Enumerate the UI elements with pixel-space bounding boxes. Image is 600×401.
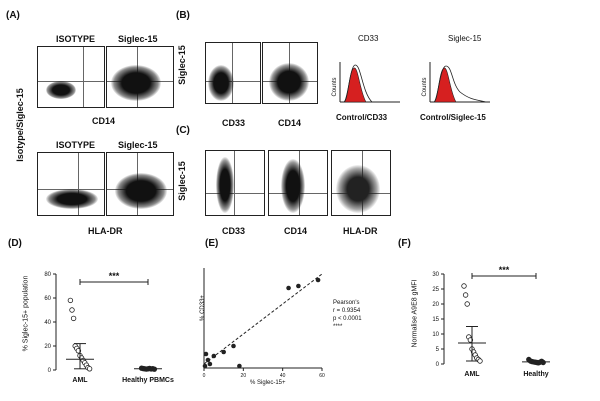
data-point bbox=[207, 361, 213, 367]
facs-plot-c3 bbox=[331, 150, 391, 216]
chart-d-svg: 0 20 40 60 80 AML Healthy PBMCs *** bbox=[44, 271, 174, 384]
facs-plot-c1 bbox=[205, 150, 265, 216]
significance-label: *** bbox=[499, 265, 510, 275]
chart-e-annotation-3: p < 0.0001 bbox=[333, 316, 362, 322]
data-point bbox=[477, 358, 483, 364]
panel-a-isotype-label-2: ISOTYPE bbox=[56, 140, 96, 150]
facs-plot-c2 bbox=[268, 150, 328, 216]
x-tick-label-0: 0 bbox=[203, 373, 206, 379]
facs-plot-a1 bbox=[37, 46, 105, 108]
facs-plot-a2 bbox=[106, 46, 174, 108]
data-point bbox=[211, 353, 217, 359]
panel-b-cd14-label: CD14 bbox=[278, 118, 302, 128]
y-tick-label-1: 5 bbox=[436, 347, 440, 353]
data-point bbox=[202, 363, 208, 369]
chart-e-svg: 0 20 40 60 bbox=[202, 268, 325, 379]
data-point bbox=[464, 301, 470, 307]
y-tick-label-2: 40 bbox=[44, 320, 51, 326]
panel-c-y-axis-label: Siglec-15 bbox=[177, 161, 187, 201]
histogram-siglec bbox=[429, 62, 490, 103]
x-tick-label-2: 40 bbox=[280, 373, 286, 379]
panel-a-hladr-label: HLA-DR bbox=[88, 226, 123, 236]
panel-a-cd14-label: CD14 bbox=[92, 116, 116, 126]
panel-b-y-axis-label: Siglec-15 bbox=[177, 45, 187, 85]
x-tick-label-1: 20 bbox=[241, 373, 247, 379]
histogram-cd33 bbox=[339, 62, 400, 103]
panel-b-label: (B) bbox=[176, 10, 190, 21]
hist-ylabel-1: Counts bbox=[332, 77, 338, 97]
facs-plot-b1 bbox=[205, 42, 261, 104]
data-point bbox=[69, 307, 75, 313]
category-label-1: Healthy bbox=[523, 371, 548, 378]
hist-xlabel-siglec: Control/Siglec-15 bbox=[420, 113, 486, 122]
facs-plot-b2 bbox=[262, 42, 318, 104]
y-tick-label-6: 30 bbox=[432, 272, 439, 278]
hist-xlabel-cd33: Control/CD33 bbox=[336, 113, 388, 122]
panel-c-label: (C) bbox=[176, 125, 190, 136]
facs-plot-a4 bbox=[106, 152, 174, 216]
category-label-1: Healthy PBMCs bbox=[122, 377, 174, 384]
panel-e-label: (E) bbox=[205, 238, 219, 249]
data-point bbox=[231, 343, 236, 349]
panel-a-siglec-label: Siglec-15 bbox=[118, 34, 158, 44]
y-tick-label-3: 15 bbox=[432, 317, 439, 323]
data-point bbox=[461, 283, 467, 289]
data-point bbox=[67, 297, 74, 304]
panel-b-cd33-label: CD33 bbox=[222, 118, 246, 128]
x-tick-label-3: 60 bbox=[319, 373, 325, 379]
panel-a-label: (A) bbox=[6, 10, 20, 21]
category-label-0: AML bbox=[72, 377, 88, 384]
data-point bbox=[315, 277, 321, 283]
panel-c-hladr-label: HLA-DR bbox=[343, 226, 378, 236]
chart-f-svg: 0 5 10 15 20 25 30 AML Healthy *** bbox=[432, 265, 550, 378]
data-point bbox=[462, 292, 469, 298]
y-tick-label-0: 0 bbox=[48, 368, 52, 374]
hist-title-cd33: CD33 bbox=[358, 34, 379, 43]
y-tick-label-2: 10 bbox=[432, 332, 439, 338]
chart-e-annotation-4: **** bbox=[333, 324, 343, 330]
chart-e-annotation-1: Pearson's bbox=[333, 300, 360, 306]
panel-c-cd14-label: CD14 bbox=[284, 226, 308, 236]
y-tick-label-5: 25 bbox=[432, 287, 439, 293]
significance-label: *** bbox=[109, 271, 120, 281]
chart-d-ylabel: % Siglec-15+ population bbox=[22, 275, 30, 352]
y-tick-label-0: 0 bbox=[436, 362, 440, 368]
data-point bbox=[221, 349, 226, 355]
y-tick-label-1: 20 bbox=[44, 344, 51, 350]
category-label-0: AML bbox=[464, 371, 480, 378]
data-point bbox=[70, 315, 77, 322]
data-point bbox=[296, 283, 301, 289]
panel-a-y-axis-label: Isotype/Siglec-15 bbox=[15, 88, 25, 162]
hist-title-siglec: Siglec-15 bbox=[448, 34, 482, 43]
y-tick-label-4: 80 bbox=[44, 272, 51, 278]
data-point bbox=[237, 363, 242, 369]
panel-a-siglec-label-2: Siglec-15 bbox=[118, 140, 158, 150]
data-point bbox=[286, 285, 291, 291]
data-point bbox=[86, 366, 93, 372]
regression-line bbox=[203, 273, 323, 365]
panel-a-isotype-label: ISOTYPE bbox=[56, 34, 96, 44]
facs-plot-a3 bbox=[37, 152, 105, 216]
y-tick-label-4: 20 bbox=[432, 302, 439, 308]
hist-ylabel-2: Counts bbox=[422, 77, 428, 97]
panel-c-cd33-label: CD33 bbox=[222, 226, 246, 236]
data-point bbox=[205, 357, 211, 363]
panel-f-label: (F) bbox=[398, 238, 411, 249]
panel-d-label: (D) bbox=[8, 238, 22, 249]
chart-e-annotation-2: r = 0.9354 bbox=[333, 308, 361, 314]
chart-e-xlabel: % Siglec-15+ bbox=[250, 380, 286, 386]
y-tick-label-3: 60 bbox=[44, 296, 51, 302]
data-point bbox=[203, 351, 209, 357]
